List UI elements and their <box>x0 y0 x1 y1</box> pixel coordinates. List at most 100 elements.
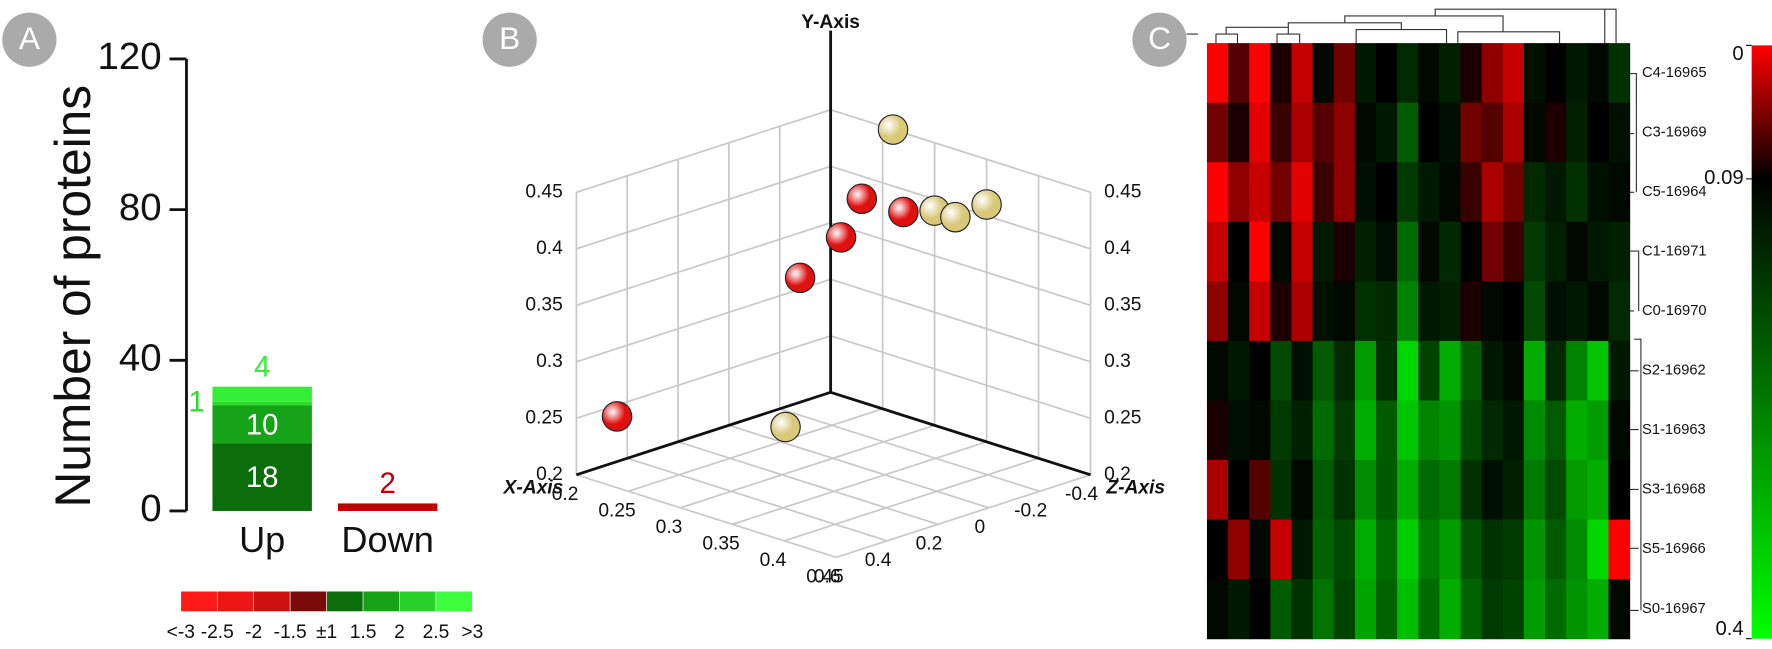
heatmap-cell <box>1397 340 1419 402</box>
heatmap-cell <box>1523 162 1546 223</box>
legend-swatch <box>216 590 254 612</box>
heatmap-cell <box>1397 221 1419 282</box>
heatmap-cell <box>1460 340 1483 402</box>
heatmap-cell <box>1228 221 1250 282</box>
grid-line <box>576 108 831 194</box>
heatmap-cell <box>1354 281 1377 342</box>
heatmap-cell <box>1460 43 1483 104</box>
heatmap-cell <box>1270 162 1293 223</box>
y-tick-label: 40 <box>119 336 162 379</box>
data-label: 2 <box>379 467 395 500</box>
heatmap-cell <box>1587 519 1610 580</box>
heatmap-cell <box>1270 43 1293 104</box>
heatmap-cell <box>1545 221 1567 282</box>
heatmap-cell <box>1206 579 1229 640</box>
heatmap-cell <box>1481 400 1504 461</box>
heatmap-cell <box>1460 400 1483 461</box>
point <box>601 401 633 432</box>
heatmap-cell <box>1228 102 1250 163</box>
heatmap-cell <box>1397 43 1419 104</box>
heatmap-cell <box>1566 459 1588 521</box>
heatmap-cell <box>1418 162 1440 223</box>
point <box>940 201 971 233</box>
heatmap-cell <box>1502 162 1525 223</box>
heatmap-cell <box>1566 43 1588 104</box>
heatmap-cell <box>1418 519 1440 580</box>
heatmap-cell <box>1587 400 1610 461</box>
heatmap-cell <box>1206 162 1229 223</box>
bar-segment <box>212 401 312 406</box>
heatmap-cell <box>1397 162 1419 223</box>
heatmap-cell <box>1312 102 1335 163</box>
heatmap-cell <box>1291 519 1314 580</box>
heatmap-cell <box>1439 519 1462 580</box>
point <box>784 262 816 294</box>
heatmap-cell <box>1587 162 1610 223</box>
heatmap-cell <box>1333 281 1356 342</box>
heatmap-cell <box>1206 459 1229 521</box>
heatmap-cell <box>1523 579 1546 640</box>
heatmap-cell <box>1354 579 1377 640</box>
z-tick-label: 0.45 <box>806 567 843 588</box>
heatmap-cell <box>1376 579 1398 640</box>
grid-line <box>576 278 831 363</box>
heatmap-cell <box>1270 221 1293 282</box>
legend-swatch <box>435 590 473 612</box>
y-tick-label: 0.3 <box>536 351 563 372</box>
heatmap-cell <box>1312 162 1335 223</box>
x-tick-label: 0.4 <box>865 550 892 571</box>
heatmap-cell <box>1228 43 1250 104</box>
heatmap-cell <box>1566 221 1588 282</box>
z-axis <box>830 390 1091 477</box>
heatmap-cell <box>1206 43 1229 104</box>
heatmap-cell <box>1502 221 1525 282</box>
heatmap-cell <box>1249 400 1271 461</box>
heatmap-cell <box>1439 102 1462 163</box>
heatmap-cell <box>1545 162 1567 223</box>
heatmap-cell <box>1376 459 1398 521</box>
heatmap-cell <box>1545 459 1567 521</box>
heatmap-cell <box>1397 459 1419 521</box>
grid-line <box>784 457 1039 542</box>
heatmap-cell <box>1397 579 1419 640</box>
heatmap-cell <box>1523 340 1546 402</box>
heatmap-cell <box>1523 400 1546 461</box>
heatmap-cell <box>1249 162 1271 223</box>
colorbar-label: 0.4 <box>1715 618 1743 640</box>
heatmap-cell <box>1587 102 1610 163</box>
heatmap-cell <box>1206 519 1229 580</box>
data-label: 1 <box>188 385 204 418</box>
grid-line <box>626 457 888 542</box>
heatmap-cell <box>1587 221 1610 282</box>
heatmap-cell <box>1481 221 1504 282</box>
data-label: 10 <box>246 408 279 441</box>
heatmap-cell <box>1249 459 1271 521</box>
row-label: C1-16971 <box>1642 243 1707 259</box>
heatmap-cell <box>1249 579 1271 640</box>
heatmap-cell <box>1206 221 1229 282</box>
heatmap-cell <box>1523 281 1546 342</box>
heatmap-cell <box>1608 281 1631 342</box>
heatmap-cell <box>1249 221 1271 282</box>
legend-label: -2 <box>245 622 262 643</box>
heatmap-cell <box>1502 400 1525 461</box>
grid-line <box>830 221 1091 307</box>
heatmap-cell <box>1418 102 1440 163</box>
heatmap-cell <box>1439 400 1462 461</box>
y-tick-label: 120 <box>98 35 162 78</box>
row-label: C0-16970 <box>1642 303 1707 319</box>
heatmap-cell <box>1460 281 1483 342</box>
point <box>846 183 878 215</box>
grid-line <box>628 407 883 493</box>
heatmap-cell <box>1481 340 1504 402</box>
heatmap-cell <box>1439 221 1462 282</box>
point <box>877 114 909 145</box>
grid-line <box>830 108 1091 194</box>
heatmap-cell <box>1460 579 1483 640</box>
heatmap-cell <box>1206 281 1229 342</box>
heatmap-cell <box>1291 162 1314 223</box>
heatmap-cell <box>1608 221 1631 282</box>
z-tick-label: 0.3 <box>656 517 683 538</box>
